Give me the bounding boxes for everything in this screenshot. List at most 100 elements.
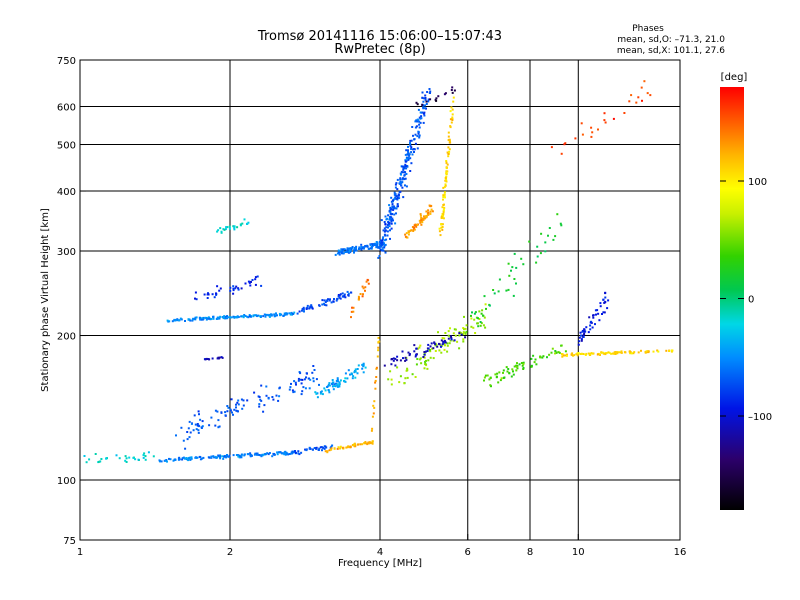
scatter-point bbox=[235, 406, 237, 409]
scatter-point bbox=[422, 218, 425, 221]
scatter-point bbox=[470, 325, 473, 328]
scatter-point bbox=[258, 396, 261, 398]
scatter-point bbox=[99, 460, 102, 463]
scatter-point bbox=[503, 376, 506, 379]
scatter-point bbox=[449, 118, 452, 121]
scatter-point bbox=[220, 411, 223, 414]
scatter-point bbox=[421, 91, 424, 94]
scatter-point bbox=[404, 153, 407, 156]
scatter-point bbox=[295, 383, 297, 386]
scatter-point bbox=[334, 385, 337, 388]
scatter-point bbox=[394, 183, 397, 186]
scatter-point bbox=[276, 314, 278, 317]
scatter-point bbox=[293, 390, 296, 393]
scatter-point bbox=[302, 308, 305, 311]
scatter-point bbox=[588, 316, 591, 319]
scatter-point bbox=[340, 248, 343, 251]
scatter-point bbox=[235, 403, 237, 406]
scatter-point bbox=[338, 294, 341, 297]
scatter-point bbox=[596, 353, 599, 356]
scatter-point bbox=[167, 320, 170, 323]
scatter-point bbox=[402, 177, 404, 180]
scatter-point bbox=[324, 445, 327, 448]
scatter-point bbox=[404, 159, 407, 162]
scatter-point bbox=[577, 352, 580, 354]
scatter-point bbox=[436, 345, 439, 348]
scatter-point bbox=[315, 447, 318, 450]
scatter-point bbox=[381, 239, 384, 242]
scatter-point bbox=[596, 309, 599, 312]
scatter-point bbox=[216, 316, 219, 319]
scatter-point bbox=[220, 356, 223, 359]
scatter-point bbox=[396, 366, 399, 369]
scatter-point bbox=[200, 318, 203, 321]
y-tick-label: 600 bbox=[57, 103, 76, 114]
scatter-point bbox=[352, 310, 355, 313]
scatter-point bbox=[406, 236, 409, 239]
scatter-point bbox=[279, 451, 282, 454]
scatter-point bbox=[192, 429, 195, 432]
scatter-point bbox=[515, 365, 518, 368]
scatter-point bbox=[416, 147, 419, 150]
scatter-point bbox=[632, 352, 635, 355]
scatter-point bbox=[213, 296, 216, 299]
scatter-point bbox=[361, 295, 364, 298]
scatter-point bbox=[416, 118, 419, 121]
scatter-point bbox=[463, 315, 465, 318]
scatter-point bbox=[406, 153, 409, 156]
scatter-point bbox=[321, 299, 324, 302]
scatter-point bbox=[321, 449, 323, 452]
scatter-point bbox=[424, 215, 427, 218]
scatter-point bbox=[633, 351, 636, 354]
scatter-point bbox=[144, 458, 147, 461]
scatter-point bbox=[217, 419, 220, 422]
scatter-point bbox=[498, 278, 501, 281]
scatter-point bbox=[440, 215, 443, 218]
scatter-point bbox=[341, 295, 344, 298]
scatter-point bbox=[263, 313, 266, 316]
scatter-point bbox=[424, 363, 427, 366]
scatter-point bbox=[405, 185, 408, 188]
scatter-point bbox=[508, 274, 511, 277]
scatter-point bbox=[496, 372, 499, 375]
scatter-point bbox=[412, 228, 415, 231]
scatter-point bbox=[301, 308, 304, 310]
scatter-point bbox=[226, 410, 229, 413]
scatter-point bbox=[423, 356, 426, 359]
scatter-point bbox=[377, 246, 380, 249]
grid-lines bbox=[80, 60, 680, 540]
scatter-point bbox=[560, 344, 563, 347]
scatter-point bbox=[194, 291, 197, 294]
scatter-point bbox=[421, 217, 424, 220]
scatter-point bbox=[446, 170, 449, 173]
scatter-point bbox=[182, 456, 185, 459]
scatter-point bbox=[375, 366, 378, 369]
scatter-point bbox=[419, 214, 422, 217]
scatter-point bbox=[577, 343, 580, 346]
scatter-point bbox=[405, 358, 408, 361]
scatter-point bbox=[347, 294, 350, 296]
scatter-point bbox=[450, 338, 453, 341]
scatter-point bbox=[212, 315, 214, 318]
scatter-point bbox=[195, 428, 198, 431]
scatter-point bbox=[264, 315, 267, 318]
scatter-point bbox=[410, 146, 413, 149]
scatter-point bbox=[347, 369, 350, 372]
scatter-point bbox=[427, 98, 430, 101]
scatter-point bbox=[556, 213, 559, 216]
scatter-point bbox=[460, 331, 462, 334]
scatter-point bbox=[590, 126, 593, 129]
scatter-point bbox=[602, 311, 605, 314]
scatter-point bbox=[404, 171, 407, 174]
scatter-point bbox=[640, 86, 643, 89]
scatter-point bbox=[189, 456, 192, 459]
scatter-point bbox=[453, 339, 456, 342]
scatter-point bbox=[190, 456, 193, 459]
scatter-point bbox=[516, 362, 518, 365]
scatter-point bbox=[315, 378, 318, 381]
phase-stats-o: mean, sd,O: –71.3, 21.0 bbox=[617, 35, 725, 45]
scatter-point bbox=[427, 211, 430, 214]
scatter-point bbox=[314, 391, 317, 394]
x-tick-label: 6 bbox=[465, 547, 471, 558]
scatter-point bbox=[512, 294, 515, 297]
